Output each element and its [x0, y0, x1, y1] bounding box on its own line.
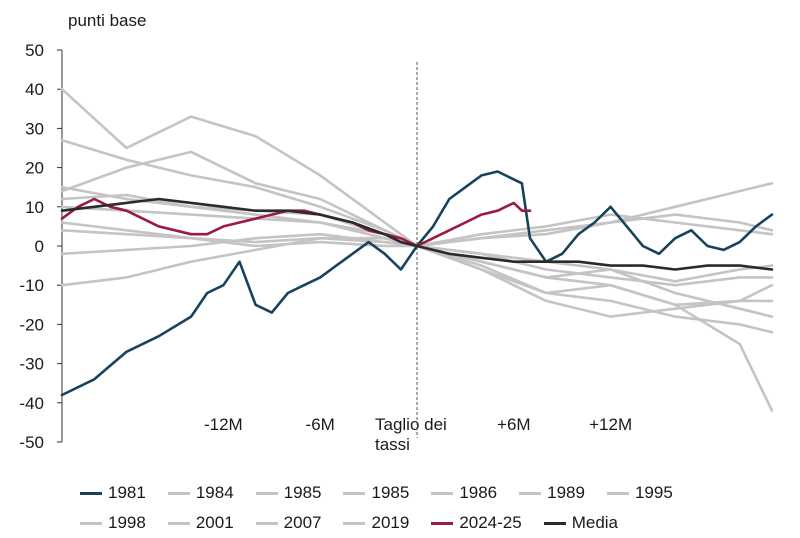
- legend-item-1989: 1989: [519, 483, 585, 503]
- legend-swatch: [343, 521, 366, 525]
- legend-row: 1981 1984 1985 1985 1986 1989 1995: [80, 478, 780, 508]
- legend: 1981 1984 1985 1985 1986 1989 1995 1998 2001 200…: [80, 478, 780, 538]
- legend-item-2024-25: 2024-25: [431, 513, 522, 533]
- legend-swatch: [519, 491, 542, 495]
- legend-item-1985: 1985: [343, 483, 409, 503]
- legend-item-media: Media: [543, 513, 619, 533]
- legend-swatch: [343, 491, 366, 495]
- legend-label: 1985: [371, 483, 410, 502]
- legend-item-2019: 2019: [343, 513, 409, 533]
- x-tick-label: -12M: [204, 415, 243, 434]
- legend-label: 2024-25: [459, 513, 522, 532]
- legend-label: 1985: [283, 483, 322, 502]
- legend-row: 1998 2001 2007 2019 2024-25 Media: [80, 508, 780, 538]
- legend-swatch: [431, 521, 454, 525]
- x-tick-label: Taglio dei tassi: [375, 415, 447, 454]
- legend-label: 1989: [547, 483, 585, 502]
- legend-item-1981: 1981: [80, 483, 146, 503]
- legend-item-2001: 2001: [167, 513, 234, 533]
- y-tick-label: 50: [25, 41, 44, 60]
- x-axis: -12M -6M Taglio dei tassi +6M +12M: [204, 62, 632, 454]
- legend-item-1984: 1984: [167, 483, 234, 503]
- legend-swatch: [80, 521, 102, 525]
- legend-swatch: [431, 491, 454, 495]
- y-tick-label: -20: [19, 315, 44, 334]
- legend-label: 2019: [371, 513, 410, 532]
- y-tick-label: -10: [19, 276, 44, 295]
- y-axis: 50 40 30 20 10 0 -10 -20 -30 -40 -50: [19, 41, 63, 452]
- legend-item-1986: 1986: [431, 483, 497, 503]
- legend-swatch: [167, 491, 190, 495]
- legend-swatch: [167, 521, 190, 525]
- legend-label: 1986: [459, 483, 498, 502]
- legend-label: 1998: [108, 513, 146, 532]
- y-tick-label: -50: [19, 433, 44, 452]
- legend-item-1985: 1985: [255, 483, 322, 503]
- x-tick-label: +6M: [497, 415, 531, 434]
- legend-item-1998: 1998: [80, 513, 146, 533]
- legend-item-2007: 2007: [255, 513, 322, 533]
- legend-label: 1981: [108, 483, 146, 502]
- legend-swatch: [255, 491, 278, 495]
- legend-label: 1995: [634, 483, 673, 502]
- legend-item-1995: 1995: [606, 483, 673, 503]
- x-tick-label: -6M: [306, 415, 335, 434]
- series-layer: [60, 87, 774, 412]
- legend-label: 2001: [195, 513, 234, 532]
- legend-swatch: [255, 521, 278, 525]
- legend-swatch: [606, 491, 629, 495]
- y-tick-label: 40: [25, 80, 44, 99]
- x-tick-label: +12M: [589, 415, 632, 434]
- legend-swatch: [543, 521, 566, 525]
- legend-swatch: [80, 491, 102, 495]
- y-tick-label: -40: [19, 394, 44, 413]
- y-tick-label: 30: [25, 119, 44, 138]
- series-line-1981: [60, 170, 774, 397]
- series-line-media: [60, 197, 774, 271]
- series-line-2024-25: [60, 197, 532, 248]
- legend-label: 2007: [283, 513, 322, 532]
- legend-label: 1984: [195, 483, 234, 502]
- y-tick-label: 0: [35, 237, 44, 256]
- y-tick-label: 20: [25, 159, 44, 178]
- y-axis-label: punti base: [68, 11, 146, 30]
- y-tick-label: -30: [19, 355, 44, 374]
- y-tick-label: 10: [25, 198, 44, 217]
- legend-label: Media: [571, 513, 619, 532]
